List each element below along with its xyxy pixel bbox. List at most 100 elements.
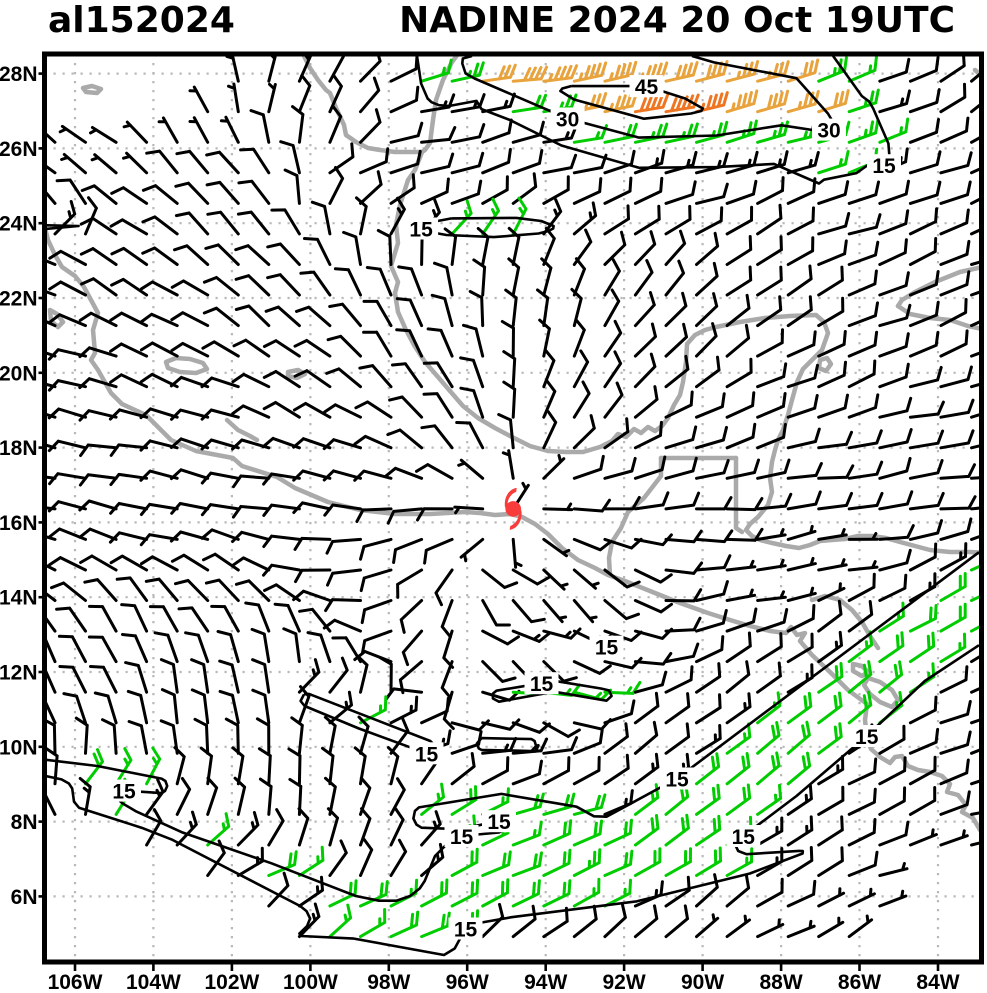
wind-barb xyxy=(335,269,360,295)
wind-barb xyxy=(605,458,635,478)
wind-barb xyxy=(391,779,404,815)
wind-barb xyxy=(172,504,208,514)
wind-barb xyxy=(425,539,453,563)
lat-tick-label: 26N xyxy=(0,138,38,161)
wind-barb xyxy=(235,778,245,814)
wind-barb xyxy=(483,570,517,588)
wind-barb xyxy=(849,271,876,295)
wind-barb xyxy=(398,570,422,597)
wind-barb xyxy=(941,84,965,112)
wind-barb xyxy=(112,188,147,204)
wind-barb xyxy=(296,570,330,582)
wind-barb xyxy=(251,111,269,143)
lon-tick-label: 96W xyxy=(446,971,489,989)
wind-barb xyxy=(81,249,116,265)
wind-barb xyxy=(330,46,343,82)
contour-label: 15 xyxy=(487,811,511,834)
wind-barb xyxy=(269,84,276,111)
wind-barb xyxy=(361,882,388,906)
wind-barb xyxy=(513,570,549,584)
wind-barb xyxy=(819,241,847,265)
wind-barb xyxy=(727,181,756,203)
coastline-border_us_mx xyxy=(303,54,422,152)
wind-barb xyxy=(819,918,843,937)
wind-barb xyxy=(159,118,177,142)
wind-barb xyxy=(295,341,330,357)
wind-barb xyxy=(574,906,596,936)
wind-barb xyxy=(574,879,599,906)
wind-barb xyxy=(697,848,721,876)
wind-barb xyxy=(269,810,283,845)
wind-barb xyxy=(513,539,521,567)
wind-barb xyxy=(399,267,422,295)
wind-barb xyxy=(504,382,515,417)
wind-barb xyxy=(59,636,85,661)
wind-barb xyxy=(361,78,379,112)
coastline-blob_nw xyxy=(83,86,101,93)
wind-barb xyxy=(941,732,970,753)
wind-barb xyxy=(388,430,422,448)
wind-barb xyxy=(361,110,381,143)
wind-barb xyxy=(264,565,300,575)
wind-barb xyxy=(111,504,147,514)
wind-barb xyxy=(544,850,570,875)
wind-barb xyxy=(941,153,971,173)
wind-barb xyxy=(155,633,177,662)
wind-barb xyxy=(849,242,878,264)
wind-barb xyxy=(275,604,299,631)
wind-barb xyxy=(391,912,418,937)
wind-barb xyxy=(239,181,269,203)
wind-barb xyxy=(727,91,757,112)
coastline-infiernillo xyxy=(227,420,257,440)
wind-barb xyxy=(236,306,268,326)
wind-barb xyxy=(727,694,750,723)
wind-barb xyxy=(60,667,86,693)
wind-barb xyxy=(727,267,751,295)
wind-barb xyxy=(452,880,478,906)
wind-barb xyxy=(849,562,877,570)
wind-barb xyxy=(301,272,330,295)
wind-barb xyxy=(111,313,147,326)
wind-barb xyxy=(483,631,519,644)
wind-barb xyxy=(483,852,511,876)
wind-barb xyxy=(697,754,719,784)
lat-tick-label: 18N xyxy=(0,437,38,460)
wind-barb xyxy=(727,424,755,447)
wind-barb xyxy=(880,633,903,662)
wind-barb xyxy=(327,369,361,387)
coastline-lake_chapala xyxy=(166,358,207,373)
wind-barb xyxy=(788,208,813,234)
wind-barb xyxy=(143,217,177,234)
wind-barb xyxy=(605,755,628,784)
wind-barb xyxy=(544,881,570,906)
wind-barb xyxy=(422,784,444,814)
wind-barb xyxy=(364,301,391,325)
wind-barb xyxy=(605,383,622,417)
contour-label: 45 xyxy=(635,76,659,99)
contour-label: 15 xyxy=(855,726,879,749)
wind-barb xyxy=(910,830,936,845)
wind-barb xyxy=(95,693,116,723)
wind-barb xyxy=(150,607,177,631)
wind-barb xyxy=(204,278,238,296)
wind-barb xyxy=(206,245,239,265)
wind-barb xyxy=(147,810,161,845)
wind-barb xyxy=(849,332,876,356)
wind-barb xyxy=(758,494,791,509)
wind-barb xyxy=(122,635,146,662)
wind-barb xyxy=(788,238,813,265)
wind-barb xyxy=(362,601,391,623)
wind-barb xyxy=(910,788,934,815)
wind-barb xyxy=(880,273,909,295)
wind-barb xyxy=(62,155,86,173)
wind-barb xyxy=(758,267,782,295)
wind-barb xyxy=(880,550,911,570)
wind-barb xyxy=(819,560,847,570)
wind-barb xyxy=(574,821,601,845)
wind-barb xyxy=(697,816,720,845)
wind-barb xyxy=(941,667,967,692)
wind-barb xyxy=(513,601,544,622)
wind-barb xyxy=(544,504,572,510)
wind-barb xyxy=(941,831,967,845)
